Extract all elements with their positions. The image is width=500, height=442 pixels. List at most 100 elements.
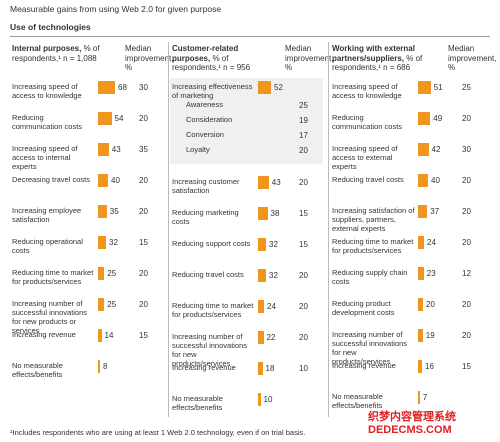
- panel-subtitle: % of respondents,¹ n = 686: [332, 53, 423, 73]
- row-label: Decreasing travel costs: [12, 175, 90, 184]
- bar: [418, 112, 431, 125]
- row-label: No measurable effects/benefits: [332, 392, 383, 410]
- median-value: 35: [139, 145, 148, 154]
- watermark: 织梦内容管理系统 DEDECMS.COM: [368, 411, 456, 436]
- bar: [98, 81, 115, 94]
- bar: [418, 174, 428, 187]
- bar: [258, 362, 263, 375]
- bar: [418, 236, 424, 249]
- bar: [98, 236, 106, 249]
- value-label: 10: [263, 395, 273, 404]
- value-label: 25: [107, 269, 117, 278]
- panel-title: Working with external partners/suppliers…: [332, 44, 415, 63]
- value-label: 32: [269, 271, 278, 280]
- bar: [258, 331, 264, 344]
- median-value: 17: [299, 131, 308, 140]
- median-value: 20: [299, 146, 308, 155]
- median-value: 10: [299, 364, 308, 373]
- value-label: 25: [107, 300, 117, 309]
- value-label: 14: [104, 331, 114, 340]
- bar: [258, 176, 269, 189]
- panel-subtitle: % of respondents,¹ n = 956: [172, 53, 251, 73]
- row-label: Loyalty: [186, 145, 210, 154]
- median-value: 12: [462, 269, 471, 278]
- row-label: Reducing marketing costs: [172, 208, 239, 226]
- value-label: 20: [426, 300, 435, 309]
- panel-header: Customer-related purposes, % of responde…: [172, 44, 274, 73]
- bar: [98, 329, 102, 342]
- row-label: No measurable effects/benefits: [12, 361, 63, 379]
- row-label: Reducing product development costs: [332, 299, 395, 317]
- bar: [258, 81, 271, 94]
- median-value: 20: [299, 271, 308, 280]
- panel-title: Internal purposes,: [12, 44, 82, 53]
- value-label: 42: [431, 145, 441, 154]
- bar: [418, 360, 422, 373]
- row-label: Reducing operational costs: [12, 237, 83, 255]
- median-value: 30: [462, 145, 471, 154]
- bar: [418, 205, 428, 218]
- row-label: Increasing revenue: [12, 330, 76, 339]
- row-label: Reducing communication costs: [12, 113, 83, 131]
- rule: [10, 36, 490, 37]
- row-label: Awareness: [186, 100, 223, 109]
- value-label: 40: [111, 176, 120, 185]
- value-label: 43: [271, 178, 281, 187]
- row-label: Reducing time to market for products/ser…: [172, 301, 254, 319]
- median-header: Median improvement, %: [448, 44, 497, 72]
- row-label: Increasing number of successful innovati…: [332, 330, 408, 366]
- value-label: 7: [422, 393, 428, 402]
- median-value: 15: [139, 238, 148, 247]
- value-label: 18: [265, 364, 275, 373]
- value-label: 38: [270, 209, 280, 218]
- row-label: Increasing number of successful innovati…: [12, 299, 88, 335]
- bar: [418, 143, 429, 156]
- value-label: 68: [118, 83, 127, 92]
- value-label: 37: [430, 207, 440, 216]
- row-label: Reducing travel costs: [172, 270, 244, 279]
- median-value: 20: [299, 178, 308, 187]
- group-shade: [170, 78, 323, 164]
- bar: [418, 391, 420, 404]
- median-value: 15: [139, 331, 148, 340]
- median-value: 15: [462, 362, 471, 371]
- footnote: ¹Includes respondents who are using at l…: [10, 428, 306, 437]
- panel-header: Working with external partners/suppliers…: [332, 44, 437, 73]
- median-header: Median improvement, %: [285, 44, 334, 72]
- bar: [258, 269, 266, 282]
- value-label: 8: [103, 362, 108, 371]
- row-label: Reducing supply chain costs: [332, 268, 408, 286]
- value-label: 40: [431, 176, 440, 185]
- row-label: Increasing speed of access to internal e…: [12, 144, 78, 171]
- median-value: 20: [462, 331, 471, 340]
- row-label: Increasing number of successful innovati…: [172, 332, 248, 368]
- value-label: 52: [274, 83, 283, 92]
- value-label: 24: [267, 302, 276, 311]
- row-label: No measurable effects/benefits: [172, 394, 223, 412]
- value-label: 24: [427, 238, 436, 247]
- row-label: Increasing satisfaction of suppliers, pa…: [332, 206, 415, 233]
- row-label: Increasing speed of access to knowledge: [332, 82, 402, 100]
- panel-header: Internal purposes, % of respondents,¹ n …: [12, 44, 114, 63]
- row-label: Increasing revenue: [172, 363, 236, 372]
- bar: [418, 81, 431, 94]
- value-label: 54: [114, 114, 124, 123]
- median-value: 20: [462, 238, 471, 247]
- row-label: Reducing travel costs: [332, 175, 404, 184]
- row-label: Increasing speed of access to external e…: [332, 144, 398, 171]
- median-value: 25: [299, 101, 308, 110]
- title: Measurable gains from using Web 2.0 for …: [10, 4, 222, 14]
- row-label: Increasing effectiveness of marketing: [172, 82, 253, 100]
- median-value: 25: [462, 83, 471, 92]
- median-value: 20: [299, 333, 308, 342]
- bar: [418, 267, 424, 280]
- median-value: 15: [299, 240, 308, 249]
- row-label: Increasing employee satisfaction: [12, 206, 82, 224]
- value-label: 32: [109, 238, 118, 247]
- row-label: Reducing support costs: [172, 239, 251, 248]
- row-label: Conversion: [186, 130, 224, 139]
- panel-divider: [168, 42, 169, 417]
- value-label: 19: [425, 331, 435, 340]
- median-value: 20: [139, 300, 148, 309]
